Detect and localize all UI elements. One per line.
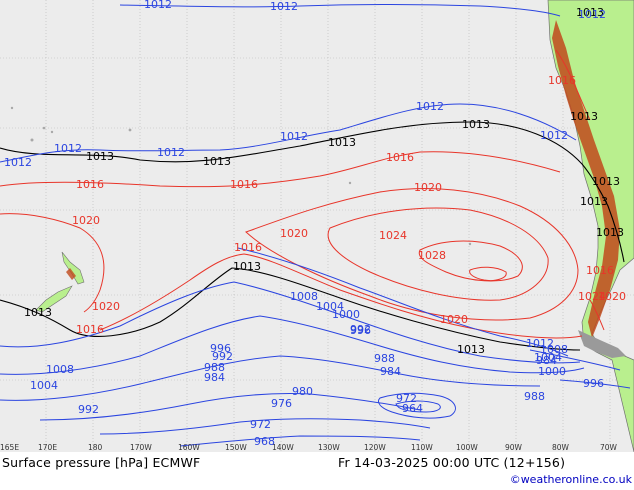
isobar-label: 984: [536, 354, 557, 367]
isobar-label: 964: [402, 402, 423, 415]
tick-label: 130W: [318, 443, 340, 452]
isobar-label: 1028: [418, 249, 446, 262]
isobar-label: 1000: [538, 365, 566, 378]
valid-time: Fr 14-03-2025 00:00 UTC (12+156): [338, 455, 566, 470]
isobar-label: 1020: [440, 313, 468, 326]
isobar-label: 1012: [54, 142, 82, 155]
isobar-label: 1013: [24, 306, 52, 319]
isobar-label: 1004: [316, 300, 344, 313]
isobar-label: 968: [254, 435, 275, 448]
isobar-labels-black: 1013 1013 1013 1013 1013 1013 1013 1013 …: [24, 6, 624, 356]
credit-link[interactable]: ©weatheronline.co.uk: [509, 473, 632, 486]
isobar-label: 1024: [379, 229, 407, 242]
isobar-label: 1013: [328, 136, 356, 149]
isobar-label: 996: [210, 342, 231, 355]
tick-label: 180: [88, 443, 103, 452]
isobar-label: 976: [271, 397, 292, 410]
isobar-label: 1013: [86, 150, 114, 163]
isobar-label: 1012: [270, 0, 298, 13]
isobar-label: 1004: [30, 379, 58, 392]
isobar-label: 1016: [230, 178, 258, 191]
tick-label: 100W: [456, 443, 478, 452]
isobar-label: 1020: [414, 181, 442, 194]
isobar-label: 1020: [72, 214, 100, 227]
isobar-label: 988: [374, 352, 395, 365]
isobar-label: 972: [250, 418, 271, 431]
new-zealand-landmass: [35, 251, 85, 313]
andes-terrain: [552, 20, 620, 338]
isobar-label: 1012: [280, 130, 308, 143]
isobar-labels-red: 1016 1016 1016 1016 1016 1016 1020 1020 …: [72, 74, 626, 336]
isobar-label: 1016: [586, 264, 614, 277]
isobar-label: 1013: [233, 260, 261, 273]
isobar-label: 1013: [596, 226, 624, 239]
tick-label: 120W: [364, 443, 386, 452]
map-footer: Surface pressure [hPa] ECMWF Fr 14-03-20…: [0, 452, 634, 490]
isobar-label: 1012: [157, 146, 185, 159]
isobar-label: 1012: [526, 337, 554, 350]
isobars-low-pressure: [0, 4, 631, 447]
south-america-landmass: [547, 0, 634, 452]
isobar-label: 1020: [598, 290, 626, 303]
reference-isobar-1013: [0, 121, 625, 351]
tick-label: 70W: [600, 443, 618, 452]
isobar-label: 992: [212, 350, 233, 363]
tick-label: 170W: [130, 443, 152, 452]
isobar-label: 1016: [76, 178, 104, 191]
isobar-label: 1012: [144, 0, 172, 11]
pacific-islands: [10, 106, 472, 246]
isobar-label: 1024: [578, 290, 606, 303]
isobar-label: 1008: [46, 363, 74, 376]
isobar-label: 1000: [332, 308, 360, 321]
isobar-label: 1013: [570, 110, 598, 123]
tick-label: 150W: [225, 443, 247, 452]
tick-label: 165E: [0, 443, 19, 452]
isobar-label: 1020: [92, 300, 120, 313]
isobar-label: 1013: [592, 175, 620, 188]
isobar-label: 1013: [580, 195, 608, 208]
isobar-label: 1008: [540, 343, 568, 356]
isobar-label: 1013: [203, 155, 231, 168]
isobar-label: 1012: [4, 156, 32, 169]
tick-label: 160W: [178, 443, 200, 452]
tick-label: 110W: [411, 443, 433, 452]
isobar-label: 996: [350, 324, 371, 337]
isobar-label: 1012: [578, 8, 606, 21]
surface-pressure-map: 165E 170E 180 170W 160W 150W 140W 130W 1…: [0, 0, 634, 452]
tick-label: 170E: [38, 443, 57, 452]
isobar-label: 1013: [576, 6, 604, 19]
tierra-del-fuego: [578, 330, 626, 358]
isobar-label: 1008: [290, 290, 318, 303]
isobar-label: 992: [350, 323, 371, 336]
tick-label: 80W: [552, 443, 570, 452]
isobar-label: 1016: [386, 151, 414, 164]
isobar-label: 972: [396, 392, 417, 405]
isobar-label: 996: [583, 377, 604, 390]
isobar-label: 984: [380, 365, 401, 378]
ocean-background: [0, 0, 634, 452]
isobar-label: 988: [524, 390, 545, 403]
isobar-label: 988: [204, 361, 225, 374]
isobars-high-pressure: [0, 49, 605, 339]
isobar-label: 1013: [457, 343, 485, 356]
isobar-label: 1016: [234, 241, 262, 254]
isobar-label: 992: [78, 403, 99, 416]
isobar-label: 1004: [534, 351, 562, 364]
isobar-label: 984: [204, 371, 225, 384]
isobar-label: 980: [292, 385, 313, 398]
isobar-label: 1020: [280, 227, 308, 240]
isobar-label: 1016: [76, 323, 104, 336]
longitude-axis: 165E 170E 180 170W 160W 150W 140W 130W 1…: [0, 443, 618, 452]
isobar-labels-blue: 1012 1012 1012 1012 1012 1012 1012 1012 …: [4, 0, 606, 448]
map-title: Surface pressure [hPa] ECMWF: [2, 455, 201, 470]
isobar-label: 1012: [416, 100, 444, 113]
isobar-label: 1016: [548, 74, 576, 87]
isobar-label: 1012: [540, 129, 568, 142]
tick-label: 140W: [272, 443, 294, 452]
isobar-label: 1013: [462, 118, 490, 131]
tick-label: 90W: [505, 443, 523, 452]
